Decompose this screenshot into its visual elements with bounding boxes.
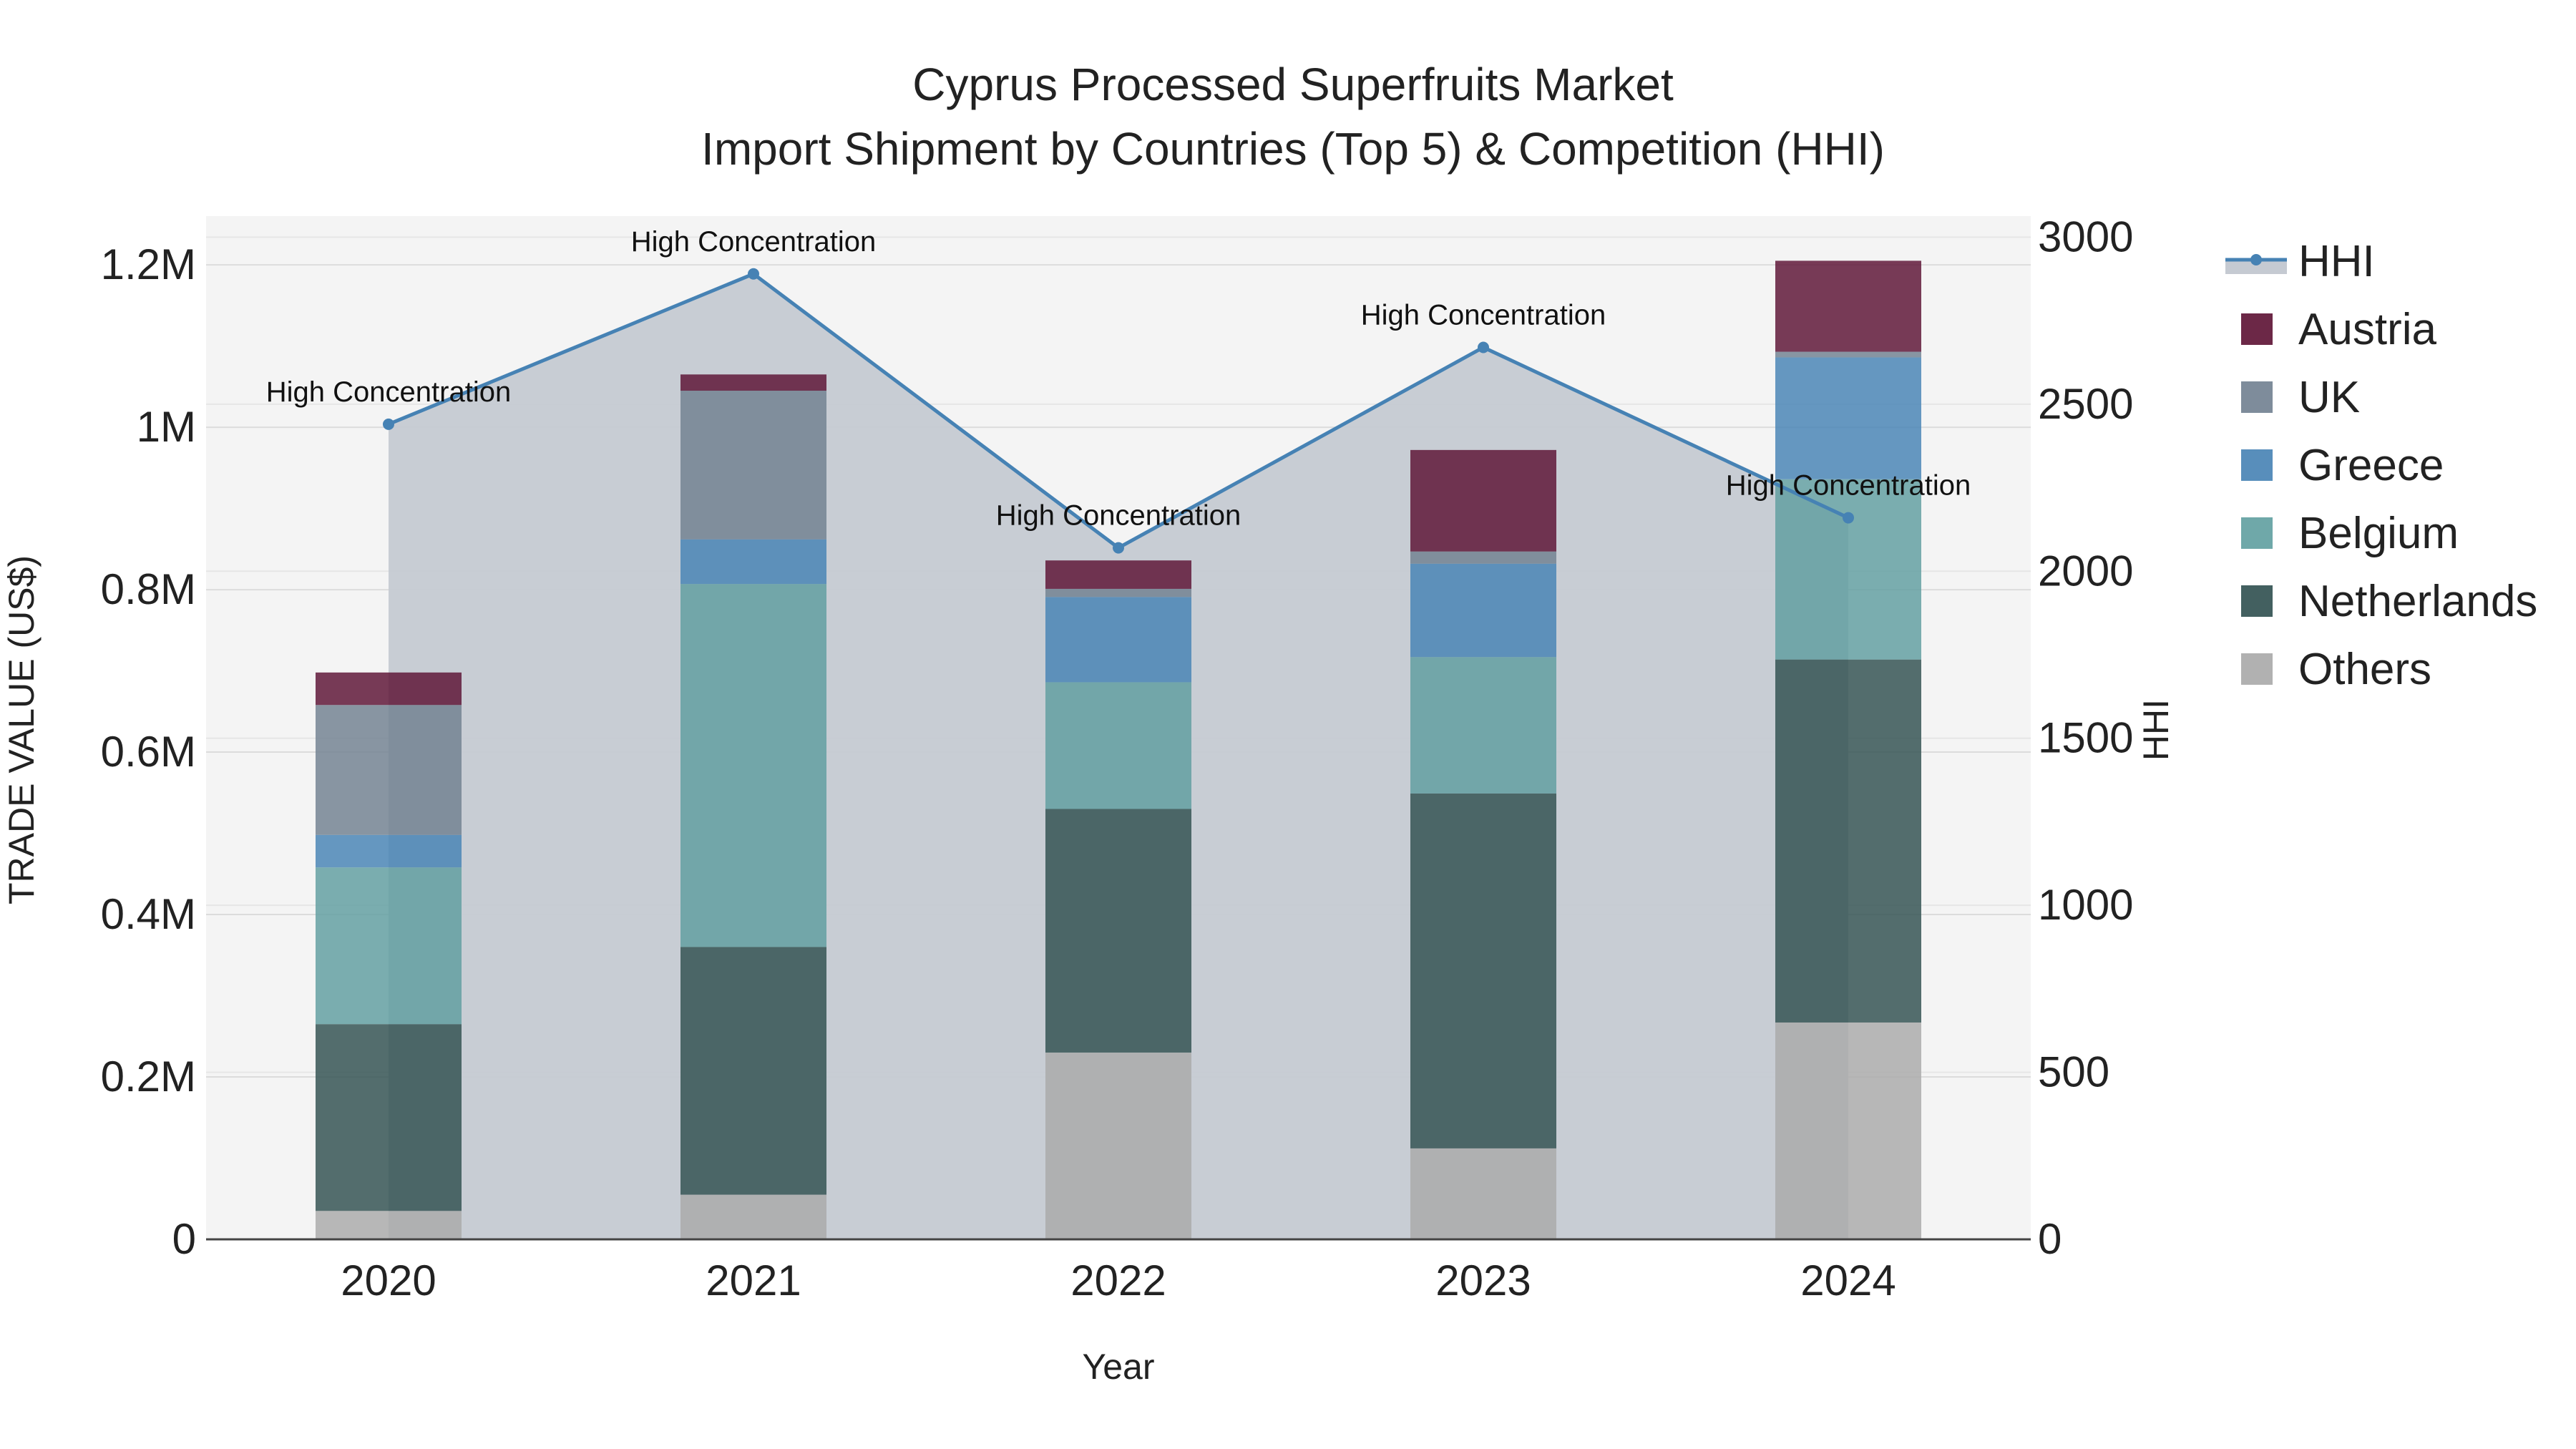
y2-tick-label: 2500 xyxy=(2038,380,2133,428)
legend-label-others: Others xyxy=(2298,645,2431,694)
bar-greece-2022 xyxy=(1045,597,1191,683)
y-axis-title: TRADE VALUE (US$) xyxy=(1,555,42,904)
legend: HHI Austria UK Greece Belgium Netherlands Othe… xyxy=(2225,237,2537,694)
bar-greece-2021 xyxy=(680,539,826,585)
bar-others-2024 xyxy=(1775,1022,1921,1239)
y-tick-label: 0 xyxy=(172,1215,196,1263)
bar-uk-2020 xyxy=(316,705,462,835)
legend-label-uk: UK xyxy=(2298,373,2360,422)
bar-uk-2024 xyxy=(1775,351,1921,358)
bar-austria-2022 xyxy=(1045,560,1191,589)
x-tick-label: 2020 xyxy=(341,1257,436,1304)
legend-item-austria: Austria xyxy=(2241,305,2436,354)
legend-swatch-greece xyxy=(2241,449,2273,481)
bar-netherlands-2022 xyxy=(1045,809,1191,1053)
bar-others-2021 xyxy=(680,1194,826,1239)
legend-label-belgium: Belgium xyxy=(2298,509,2459,558)
x-tick-label: 2024 xyxy=(1800,1257,1896,1304)
legend-label-netherlands: Netherlands xyxy=(2298,577,2537,626)
bar-belgium-2023 xyxy=(1410,657,1556,794)
bar-belgium-2024 xyxy=(1775,479,1921,660)
legend-item-others: Others xyxy=(2241,645,2431,694)
y-tick-label: 0.4M xyxy=(101,890,196,938)
legend-swatch-hhi-marker xyxy=(2250,254,2262,265)
legend-item-uk: UK xyxy=(2241,373,2360,422)
hhi-annotation-2021: High Concentration xyxy=(631,226,876,258)
legend-swatch-hhi-area xyxy=(2225,260,2287,274)
bar-uk-2021 xyxy=(680,391,826,540)
bar-austria-2020 xyxy=(316,672,462,706)
bar-netherlands-2021 xyxy=(680,947,826,1195)
bar-greece-2024 xyxy=(1775,357,1921,479)
hhi-line-layer: High Concentration High Concentration High… xyxy=(266,226,1971,554)
y2-tick-label: 0 xyxy=(2038,1215,2062,1263)
bar-netherlands-2023 xyxy=(1410,793,1556,1148)
y2-tick-label: 1000 xyxy=(2038,881,2133,929)
legend-swatch-netherlands xyxy=(2241,585,2273,617)
x-tick-label: 2021 xyxy=(706,1257,801,1304)
x-tick-label: 2023 xyxy=(1435,1257,1531,1304)
bar-austria-2024 xyxy=(1775,260,1921,352)
legend-swatch-austria xyxy=(2241,313,2273,345)
legend-item-belgium: Belgium xyxy=(2241,509,2459,558)
bar-others-2023 xyxy=(1410,1148,1556,1239)
axes-layer: 0 0.2M 0.4M 0.6M 0.8M 1M 1.2M 0 500 1000 1500 2000 2… xyxy=(101,213,2134,1304)
hhi-point-2020 xyxy=(383,418,394,430)
hhi-point-2024 xyxy=(1843,512,1854,524)
bar-others-2022 xyxy=(1045,1052,1191,1239)
bar-uk-2022 xyxy=(1045,588,1191,597)
x-tick-label: 2022 xyxy=(1070,1257,1166,1304)
legend-swatch-belgium xyxy=(2241,517,2273,549)
legend-label-greece: Greece xyxy=(2298,441,2444,490)
hhi-annotation-2023: High Concentration xyxy=(1361,299,1606,331)
y-tick-label: 0.8M xyxy=(101,565,196,613)
bar-netherlands-2020 xyxy=(316,1024,462,1211)
legend-swatch-others xyxy=(2241,653,2273,685)
y2-tick-label: 500 xyxy=(2038,1048,2109,1096)
hhi-annotation-2020: High Concentration xyxy=(266,376,511,408)
y-tick-label: 1.2M xyxy=(101,240,196,288)
bar-belgium-2022 xyxy=(1045,682,1191,809)
legend-label-hhi: HHI xyxy=(2298,237,2375,286)
bar-others-2020 xyxy=(316,1211,462,1239)
hhi-point-2021 xyxy=(748,268,759,280)
bars-layer xyxy=(316,260,1921,1239)
y-tick-label: 0.6M xyxy=(101,728,196,776)
legend-item-netherlands: Netherlands xyxy=(2241,577,2537,626)
hhi-annotation-2024: High Concentration xyxy=(1726,470,1971,502)
x-axis-title: Year xyxy=(1082,1347,1154,1387)
bar-austria-2021 xyxy=(680,374,826,391)
bar-belgium-2020 xyxy=(316,867,462,1025)
legend-swatch-uk xyxy=(2241,381,2273,413)
legend-item-hhi: HHI xyxy=(2225,237,2375,286)
y-tick-label: 0.2M xyxy=(101,1053,196,1101)
bar-greece-2023 xyxy=(1410,563,1556,658)
chart-subtitle: Import Shipment by Countries (Top 5) & C… xyxy=(701,123,1885,175)
y2-tick-label: 3000 xyxy=(2038,213,2133,260)
bar-greece-2020 xyxy=(316,834,462,868)
bar-netherlands-2024 xyxy=(1775,659,1921,1023)
chart-title: Cyprus Processed Superfruits Market xyxy=(912,59,1674,110)
y2-tick-label: 1500 xyxy=(2038,714,2133,762)
legend-item-greece: Greece xyxy=(2241,441,2444,490)
hhi-annotation-2022: High Concentration xyxy=(996,500,1241,532)
bar-uk-2023 xyxy=(1410,551,1556,564)
y2-axis-title: HHI xyxy=(2136,699,2176,761)
hhi-point-2023 xyxy=(1478,341,1489,353)
bar-belgium-2021 xyxy=(680,584,826,947)
legend-label-austria: Austria xyxy=(2298,305,2436,354)
y2-tick-label: 2000 xyxy=(2038,547,2133,595)
y-tick-label: 1M xyxy=(137,403,196,451)
hhi-point-2022 xyxy=(1113,542,1124,554)
bar-austria-2023 xyxy=(1410,449,1556,552)
